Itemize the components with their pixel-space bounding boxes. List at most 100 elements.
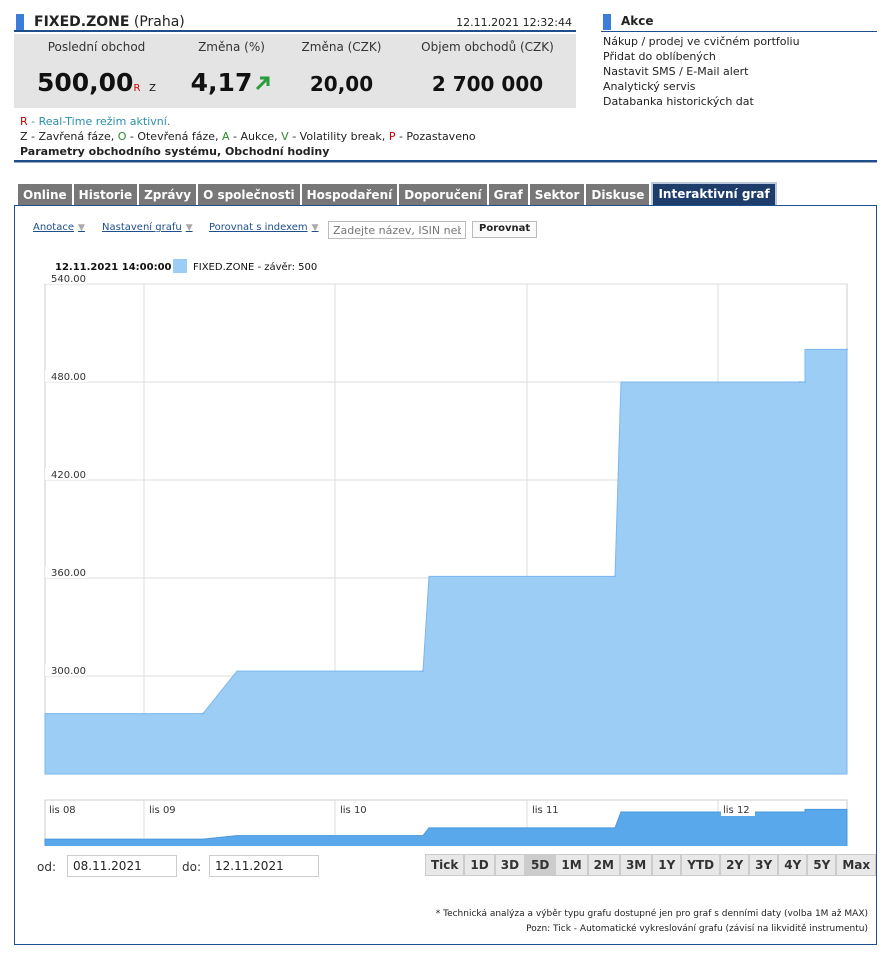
last-price-col: Poslední obchod 500,00R Z [14, 34, 179, 97]
change-czk-col: Změna (CZK) 20,00 [284, 34, 399, 96]
last-price-value: 500,00R Z [36, 68, 156, 97]
instrument-name: FIXED.ZONE (Praha) [34, 14, 185, 30]
last-price-label: Poslední obchod [47, 40, 146, 54]
y-tick-bg [45, 272, 87, 284]
tab-sektor[interactable]: Sektor [529, 184, 585, 206]
navigator-label: lis 09 [149, 805, 176, 816]
data-point [202, 712, 204, 715]
range-button-3m[interactable]: 3M [619, 854, 653, 876]
y-tick-bg [45, 664, 87, 676]
range-button-5d[interactable]: 5D [525, 854, 556, 876]
range-button-max[interactable]: Max [836, 854, 877, 876]
navigator-label: lis 11 [532, 805, 559, 816]
range-button-5y[interactable]: 5Y [807, 854, 837, 876]
quote-values: Poslední obchod 500,00R Z Změna (%) 4,17… [14, 34, 576, 108]
tab-historie[interactable]: Historie [73, 184, 138, 206]
volume-label: Objem obchodů (CZK) [421, 40, 554, 54]
y-tick-label: 300.00 [51, 666, 86, 677]
change-pct-col: Změna (%) 4,17 [179, 34, 284, 97]
chevron-down-icon: ▼ [78, 223, 85, 233]
data-point [422, 670, 424, 673]
navigator-label-bg [338, 802, 372, 816]
range-button-3d[interactable]: 3D [494, 854, 526, 876]
title-marker-icon [603, 14, 611, 30]
to-date-input[interactable]: 12.11.2021 [209, 855, 319, 877]
y-tick-label: 360.00 [51, 568, 86, 579]
tab-doporuceni[interactable]: Doporučení [399, 184, 487, 206]
note-tick: Pozn: Tick - Automatické vykreslování gr… [526, 924, 868, 934]
range-button-2y[interactable]: 2Y [720, 854, 750, 876]
realtime-note: R - Real-Time režim aktivní. [20, 115, 171, 128]
range-button-tick[interactable]: Tick [425, 854, 465, 876]
navigator-label: lis 12 [723, 805, 750, 816]
navigator-label-bg [147, 802, 181, 816]
tab-hospodareni[interactable]: Hospodaření [301, 184, 398, 206]
action-link-alert[interactable]: Nastavit SMS / E-Mail alert [603, 65, 749, 78]
compare-button[interactable]: Porovnat [472, 221, 538, 238]
actions-title-bar: Akce [601, 12, 877, 32]
action-link-favorites[interactable]: Přidat do oblíbených [603, 50, 716, 63]
chevron-down-icon: ▼ [185, 223, 193, 233]
y-tick-bg [45, 370, 87, 382]
compare-index-menu[interactable]: Porovnat s indexem ▼ [209, 222, 319, 233]
tooltip-date: 12.11.2021 14:00:00 [55, 262, 172, 273]
actions-title: Akce [621, 14, 654, 28]
navigator-label: lis 08 [49, 805, 76, 816]
range-selector: Tick 1D 3D 5D 1M 2M 3M 1Y YTD 2Y 3Y 4Y 5Y Max [425, 854, 877, 876]
quote-header: FIXED.ZONE (Praha) 12.11.2021 12:32:44 P… [14, 12, 576, 108]
tab-graf[interactable]: Graf [488, 184, 528, 206]
trend-up-icon [256, 76, 270, 91]
change-czk-value: 20,00 [309, 72, 374, 96]
compare-search-input[interactable] [328, 221, 466, 239]
legend-swatch [173, 259, 187, 273]
change-pct-label: Změna (%) [198, 40, 265, 54]
navigator-label-bg [721, 802, 755, 816]
tab-o-spolecnosti[interactable]: O společnosti [198, 184, 300, 206]
navigator-series [44, 808, 848, 846]
status-legend: R - Real-Time režim aktivní. Z - Zavřená… [20, 114, 476, 159]
action-link-history-db[interactable]: Databanka historických dat [603, 95, 754, 108]
y-tick-label: 540.00 [51, 274, 86, 285]
y-tick-label: 420.00 [51, 470, 86, 481]
navigator-label-bg [530, 802, 564, 816]
tab-interaktivni-graf[interactable]: Interaktivní graf [651, 182, 777, 206]
trading-params-link[interactable]: Parametry obchodního systému, Obchodní h… [20, 145, 330, 158]
volume-col: Objem obchodů (CZK) 2 700 000 [399, 34, 576, 96]
chart-panel: Anotace ▼ Nastavení grafu ▼ Porovnat s ind… [14, 205, 877, 945]
navigator-label-bg [47, 802, 81, 816]
range-button-3y[interactable]: 3Y [749, 854, 779, 876]
chart-settings-menu[interactable]: Nastavení grafu ▼ [102, 222, 193, 233]
y-tick-label: 480.00 [51, 372, 86, 383]
data-point [846, 348, 848, 351]
chevron-down-icon: ▼ [311, 223, 319, 233]
anotace-menu[interactable]: Anotace ▼ [33, 222, 85, 233]
from-date-input[interactable]: 08.11.2021 [67, 855, 177, 877]
range-button-1m[interactable]: 1M [555, 854, 588, 876]
actions-panel: Akce Nákup / prodej ve cvičném portfoliu… [601, 12, 877, 109]
from-label: od: [37, 860, 57, 874]
y-tick-bg [45, 468, 87, 480]
range-button-1y[interactable]: 1Y [652, 854, 682, 876]
volume-value: 2 700 000 [431, 72, 544, 96]
phase-legend: Z - Zavřená fáze, O - Otevřená fáze, A -… [20, 130, 476, 143]
tab-diskuse[interactable]: Diskuse [586, 184, 650, 206]
navigator-label: lis 10 [340, 805, 367, 816]
data-point [799, 381, 801, 383]
title-marker-icon [16, 14, 24, 30]
y-tick-bg [45, 566, 87, 578]
legend-series-label: FIXED.ZONE - závěr: 500 [193, 261, 317, 273]
to-label: do: [182, 860, 202, 874]
quote-datetime: 12.11.2021 12:32:44 [456, 16, 572, 29]
range-button-ytd[interactable]: YTD [681, 854, 721, 876]
action-link-analytics[interactable]: Analytický servis [603, 80, 696, 93]
tab-online[interactable]: Online [18, 184, 72, 206]
action-link-portfolio[interactable]: Nákup / prodej ve cvičném portfoliu [603, 35, 800, 48]
data-point [614, 575, 616, 578]
tab-zpravy[interactable]: Zprávy [139, 184, 197, 206]
range-button-4y[interactable]: 4Y [778, 854, 808, 876]
price-chart[interactable]: 540.00480.00420.00360.00300.00240.0012.1… [15, 246, 876, 846]
section-divider [14, 160, 877, 163]
range-button-2m[interactable]: 2M [587, 854, 620, 876]
range-button-1d[interactable]: 1D [464, 854, 495, 876]
note-technical: * Technická analýza a výběr typu grafu d… [435, 909, 868, 919]
